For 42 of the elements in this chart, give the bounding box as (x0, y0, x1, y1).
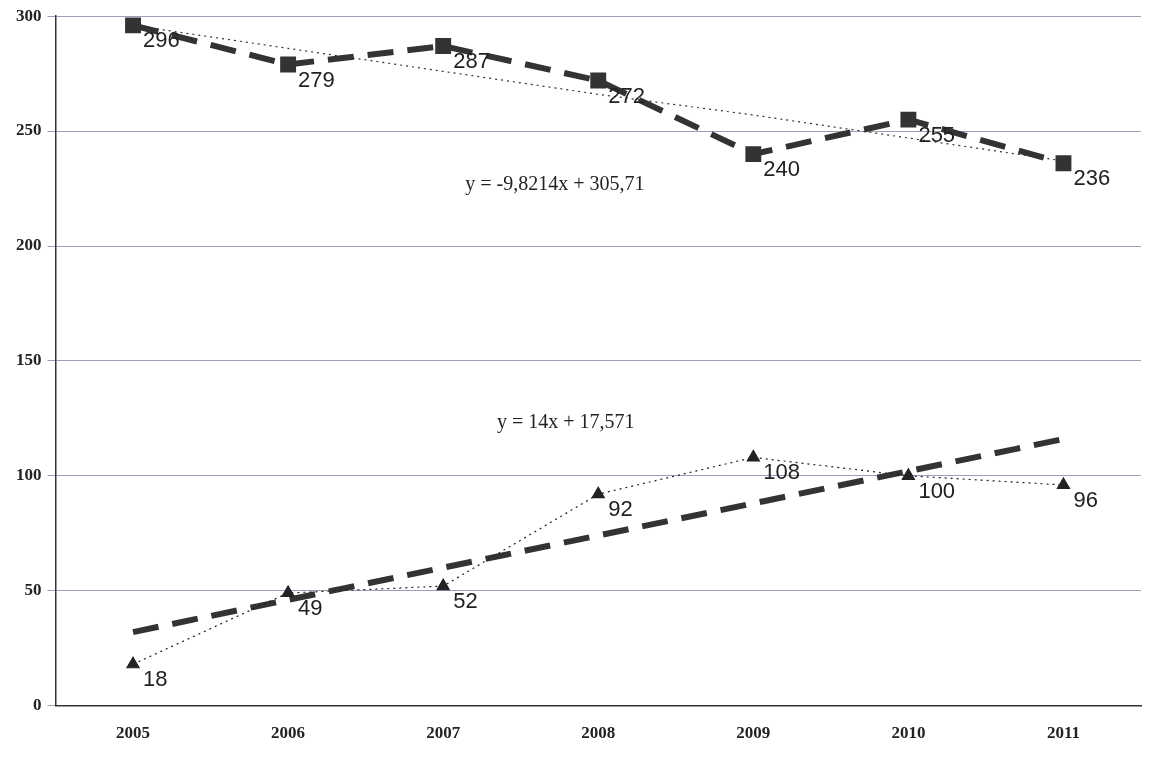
point (745, 146, 762, 163)
point (126, 656, 140, 669)
y-tick-label: 250 (16, 120, 42, 140)
point (1055, 155, 1072, 172)
data-label: 296 (143, 27, 180, 53)
data-label: 240 (763, 156, 801, 182)
point (281, 585, 295, 598)
data-label: 108 (763, 459, 801, 485)
annotation: y = -9,8214x + 305,71 (465, 172, 645, 196)
x-tick-label: 2008 (581, 723, 616, 743)
annotation: y = 14x + 17,571 (496, 410, 635, 434)
y-tick-label: 100 (16, 465, 42, 485)
x-tick-label: 2009 (736, 723, 771, 743)
point (591, 486, 605, 499)
point (1056, 477, 1071, 490)
data-label: 92 (608, 496, 633, 522)
y-tick-label: 0 (33, 694, 42, 714)
point (280, 56, 297, 73)
point (436, 578, 450, 591)
data-label: 236 (1073, 165, 1111, 191)
y-tick-label: 200 (16, 235, 42, 255)
x-tick-label: 2011 (1046, 723, 1080, 743)
point (590, 72, 607, 89)
y-tick-label: 50 (24, 580, 42, 600)
data-label: 100 (918, 477, 956, 503)
data-label: 287 (453, 48, 490, 74)
data-label: 18 (143, 666, 168, 692)
point (746, 449, 760, 462)
point (900, 111, 917, 128)
x-tick-label: 2006 (271, 723, 306, 743)
data-label: 52 (453, 588, 478, 614)
point (435, 38, 452, 55)
y-tick-label: 300 (16, 5, 42, 25)
data-label: 96 (1073, 487, 1098, 513)
x-tick-label: 2007 (426, 723, 461, 743)
y-tick-label: 150 (16, 350, 42, 370)
point (901, 468, 916, 480)
x-tick-label: 2005 (116, 723, 151, 743)
data-label: 279 (298, 66, 335, 92)
data-label: 49 (298, 595, 323, 621)
x-tick-label: 2010 (891, 723, 926, 743)
point (125, 17, 141, 34)
